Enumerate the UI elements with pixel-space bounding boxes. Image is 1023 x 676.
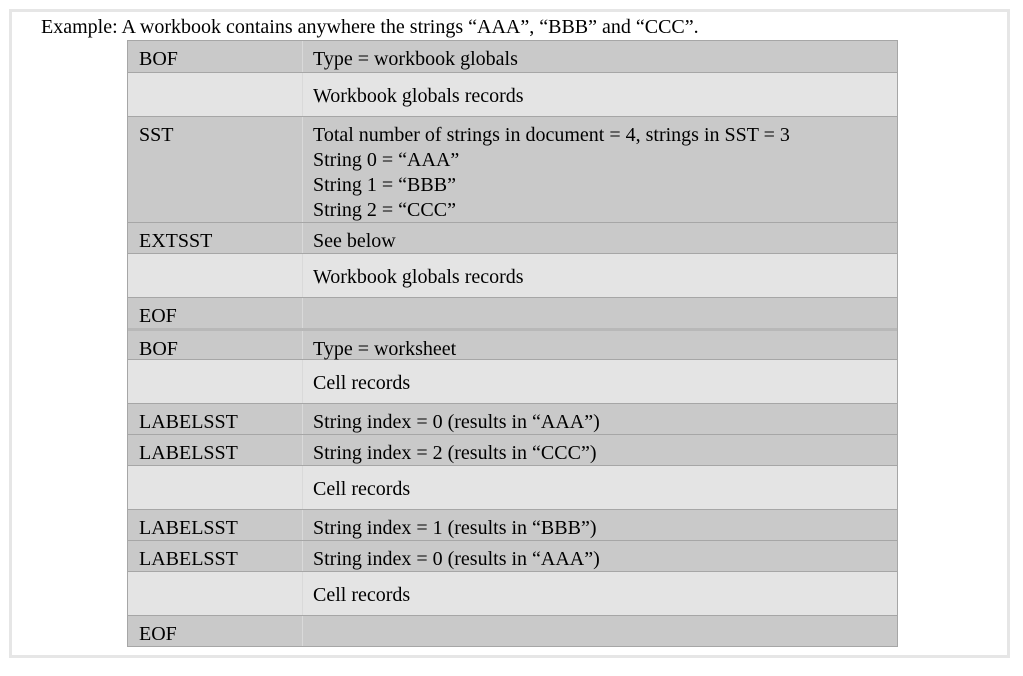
record-name-cell: SST — [128, 117, 303, 222]
record-name-cell: EOF — [128, 616, 303, 646]
description-line: String index = 2 (results in “CCC”) — [313, 442, 597, 464]
record-description-cell: Type = worksheet — [303, 331, 897, 360]
record-name-cell — [128, 360, 303, 403]
description-line: String index = 0 (results in “AAA”) — [313, 548, 600, 570]
example-caption: Example: A workbook contains anywhere th… — [41, 16, 699, 38]
record-description-cell — [303, 616, 897, 646]
record-description-cell — [303, 298, 897, 328]
description-line: String index = 1 (results in “BBB”) — [313, 517, 597, 539]
record-name-cell: LABELSST — [128, 435, 303, 465]
table-row: Workbook globals records — [128, 253, 897, 297]
table-row: Workbook globals records — [128, 72, 897, 116]
record-description-cell: See below — [303, 223, 897, 253]
record-description-cell: Total number of strings in document = 4,… — [303, 117, 897, 222]
record-name-cell — [128, 254, 303, 297]
record-name-cell — [128, 466, 303, 509]
record-name-cell — [128, 73, 303, 116]
record-name-cell: EOF — [128, 298, 303, 328]
table-row: Cell records — [128, 571, 897, 615]
record-name-cell: EXTSST — [128, 223, 303, 253]
record-name-cell: LABELSST — [128, 541, 303, 571]
description-line: String 2 = “CCC” — [313, 199, 456, 221]
record-stream-table: BOF Type = workbook globals Workbook glo… — [127, 40, 898, 647]
description-line: Workbook globals records — [313, 85, 524, 107]
table-row: LABELSST String index = 1 (results in “B… — [128, 509, 897, 540]
record-name-cell: BOF — [128, 331, 303, 360]
description-line: String 1 = “BBB” — [313, 174, 456, 196]
description-line: Cell records — [313, 584, 411, 606]
table-row: EOF — [128, 297, 897, 328]
description-line: Cell records — [313, 372, 411, 394]
record-description-cell: Workbook globals records — [303, 73, 897, 116]
record-name-cell: LABELSST — [128, 510, 303, 540]
table-row: EXTSST See below — [128, 222, 897, 253]
record-description-cell: Cell records — [303, 572, 897, 615]
record-description-cell: String index = 1 (results in “BBB”) — [303, 510, 897, 540]
description-line: Total number of strings in document = 4,… — [313, 124, 790, 146]
record-description-cell: Cell records — [303, 466, 897, 509]
table-row: SST Total number of strings in document … — [128, 116, 897, 222]
record-description-cell: String index = 2 (results in “CCC”) — [303, 435, 897, 465]
description-line: Cell records — [313, 478, 411, 500]
record-description-cell: Type = workbook globals — [303, 41, 897, 72]
table-row: LABELSST String index = 0 (results in “A… — [128, 540, 897, 571]
description-line: See below — [313, 230, 396, 252]
record-description-cell: String index = 0 (results in “AAA”) — [303, 404, 897, 434]
description-line: Type = worksheet — [313, 338, 457, 360]
record-description-cell: Cell records — [303, 360, 897, 403]
record-name-cell: BOF — [128, 41, 303, 72]
record-description-cell: String index = 0 (results in “AAA”) — [303, 541, 897, 571]
record-name-cell — [128, 572, 303, 615]
record-description-cell: Workbook globals records — [303, 254, 897, 297]
description-line: Type = workbook globals — [313, 48, 518, 70]
table-row: LABELSST String index = 2 (results in “C… — [128, 434, 897, 465]
table-row: LABELSST String index = 0 (results in “A… — [128, 403, 897, 434]
description-line: Workbook globals records — [313, 266, 524, 288]
table-row: BOF Type = workbook globals — [128, 41, 897, 72]
table-row: BOF Type = worksheet — [128, 328, 897, 360]
table-row: EOF — [128, 615, 897, 646]
description-line: String index = 0 (results in “AAA”) — [313, 411, 600, 433]
table-row: Cell records — [128, 465, 897, 509]
record-name-cell: LABELSST — [128, 404, 303, 434]
table-row: Cell records — [128, 359, 897, 403]
description-line: String 0 = “AAA” — [313, 149, 460, 171]
